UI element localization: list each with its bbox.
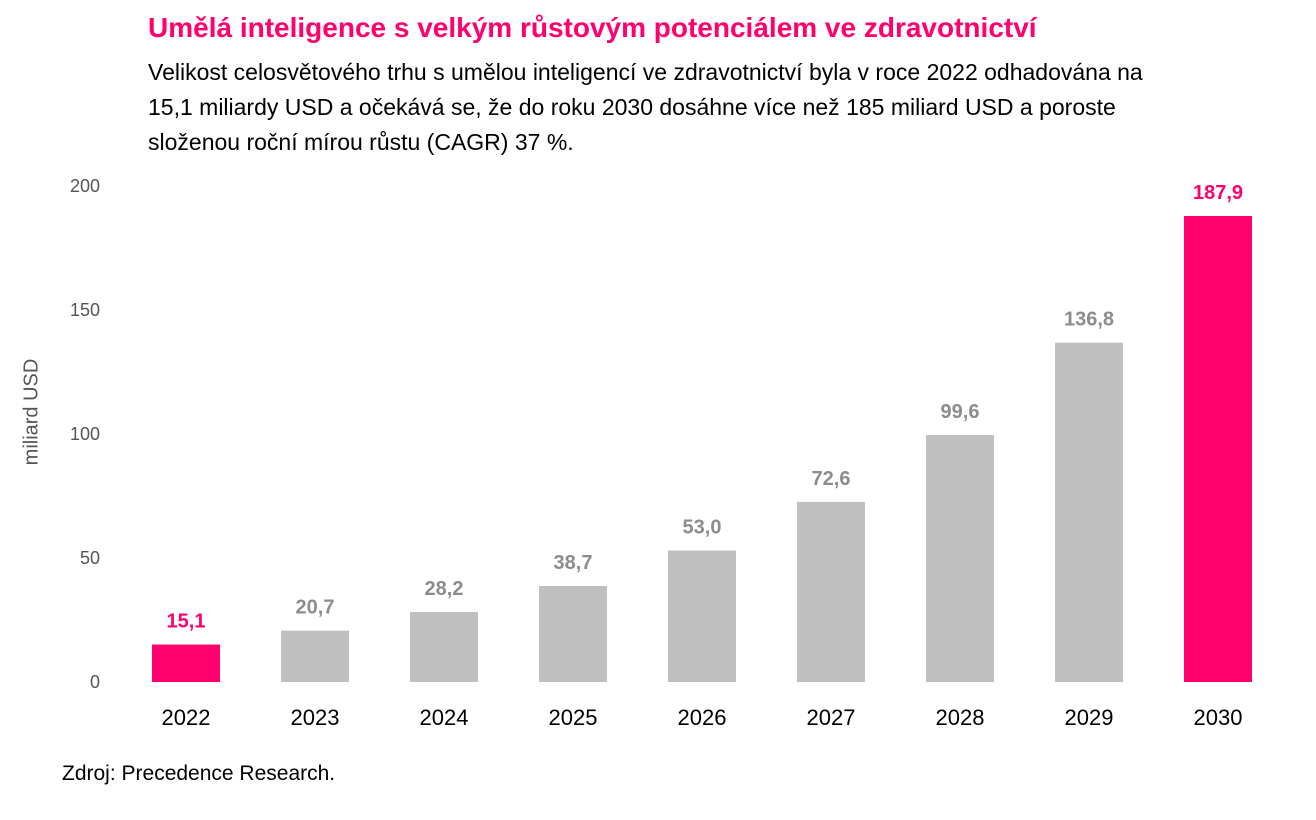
data-labels: 15,1 20,7 28,2 38,7 53,0 72,6 99,6 136,8 187,9	[167, 182, 1244, 633]
bar-2022	[152, 644, 220, 682]
bar-2030	[1184, 216, 1252, 682]
data-label-2025: 38,7	[554, 552, 593, 574]
bars	[152, 216, 1252, 682]
x-tick-label-2030: 2030	[1194, 705, 1243, 730]
data-label-2026: 53,0	[683, 517, 722, 539]
x-tick-label-2024: 2024	[420, 705, 469, 730]
chart-subtitle: Velikost celosvětového trhu s umělou int…	[148, 59, 1143, 155]
bar-2026	[668, 550, 736, 682]
bar-2023	[281, 630, 349, 682]
data-label-2027: 72,6	[812, 468, 851, 490]
chart-title: Umělá inteligence s velkým růstovým pote…	[148, 12, 1037, 43]
x-tick-label-2029: 2029	[1065, 705, 1114, 730]
y-tick-label: 50	[80, 548, 100, 568]
y-tick-label: 150	[70, 300, 100, 320]
data-label-2030: 187,9	[1193, 182, 1243, 204]
data-label-2023: 20,7	[296, 597, 335, 619]
y-tick-label: 0	[90, 672, 100, 692]
y-tick-label: 200	[70, 176, 100, 196]
bar-2024	[410, 612, 478, 682]
x-tick-label-2023: 2023	[291, 705, 340, 730]
y-axis-ticks: 0 50 100 150 200	[70, 176, 100, 692]
source-note: Zdroj: Precedence Research.	[62, 762, 336, 785]
y-tick-label: 100	[70, 424, 100, 444]
x-tick-label-2026: 2026	[678, 705, 727, 730]
data-label-2024: 28,2	[425, 578, 464, 600]
data-label-2022: 15,1	[167, 611, 206, 633]
x-tick-label-2028: 2028	[936, 705, 985, 730]
bar-2025	[539, 586, 607, 682]
data-label-2029: 136,8	[1064, 309, 1114, 331]
x-axis-ticks: 2022 2023 2024 2025 2026 2027 2028 2029 2030	[162, 705, 1243, 730]
bar-2029	[1055, 342, 1123, 682]
data-label-2028: 99,6	[941, 401, 980, 423]
x-tick-label-2025: 2025	[549, 705, 598, 730]
bar-2028	[926, 434, 994, 682]
bar-2027	[797, 501, 865, 682]
x-tick-label-2027: 2027	[807, 705, 856, 730]
x-tick-label-2022: 2022	[162, 705, 211, 730]
